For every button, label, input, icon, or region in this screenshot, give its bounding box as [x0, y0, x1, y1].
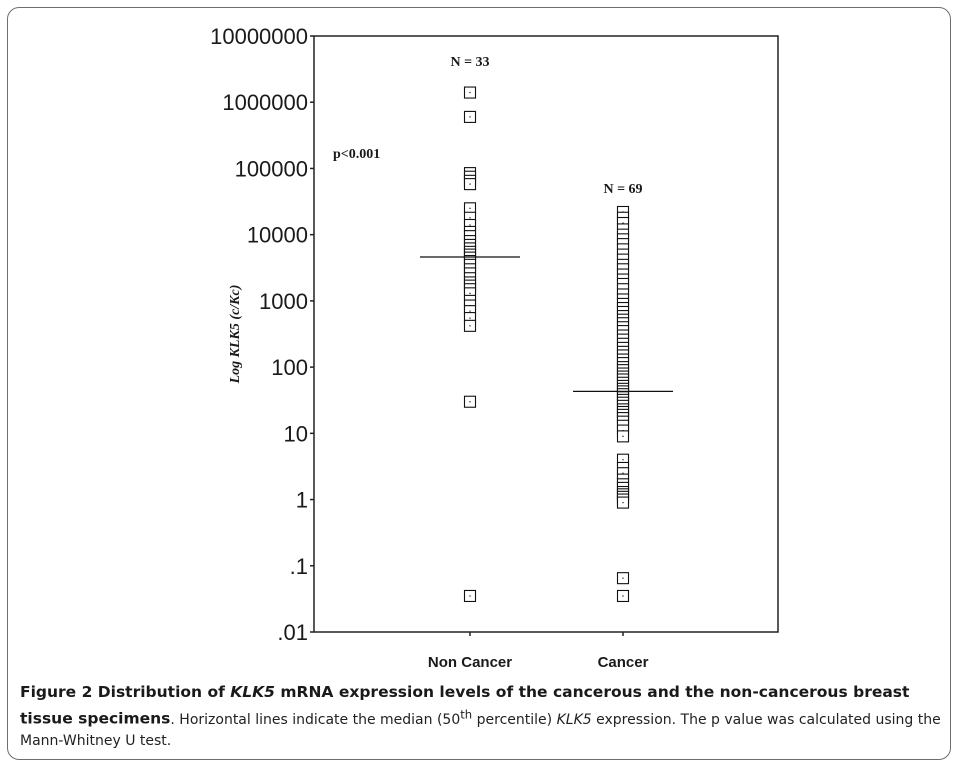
data-point — [463, 589, 477, 603]
figure-caption: Figure 2 Distribution of KLK5 mRNA expre… — [20, 682, 945, 752]
figure-frame — [7, 7, 951, 760]
plot-border — [313, 35, 779, 633]
y-tick-label: 10000000 — [210, 24, 308, 49]
data-point — [463, 319, 477, 332]
data-point — [616, 589, 630, 603]
chart-axes — [313, 35, 779, 636]
x-category-label: Non Cancer — [428, 654, 512, 671]
n-count-label: N = 33 — [450, 55, 489, 70]
chart-labels: Non Cancer Cancer N = 33 N = 69 p<0.001 Log K… — [228, 55, 649, 671]
y-ticks: 10000000 1000000 100000 10000 1000 100 10 1 .1 .0… — [210, 24, 314, 645]
y-tick-label: 1000 — [259, 289, 308, 314]
y-tick-label: 10000 — [247, 223, 308, 248]
caption-title: Figure 2 Distribution of KLK5 mRNA expre… — [20, 683, 910, 728]
y-tick-label: 1 — [296, 488, 308, 513]
x-category-label: Cancer — [598, 654, 649, 671]
data-points — [463, 86, 630, 603]
data-point — [463, 178, 477, 191]
y-tick-label: 100 — [271, 355, 308, 380]
y-tick-label: 10 — [284, 421, 308, 446]
caption-label: Figure 2 — [20, 683, 93, 701]
data-point — [616, 572, 630, 585]
data-point — [616, 496, 630, 509]
data-point — [463, 86, 477, 99]
data-point — [463, 395, 477, 408]
n-count-label: N = 69 — [603, 182, 642, 197]
y-tick-label: .1 — [290, 554, 308, 579]
y-tick-label: 1000000 — [222, 90, 308, 115]
y-tick-label: 100000 — [235, 156, 308, 181]
y-tick-label: .01 — [277, 620, 308, 645]
scatter-chart: 10000000 1000000 100000 10000 1000 100 10 1 .1 .0… — [210, 24, 779, 671]
median-lines — [420, 256, 673, 392]
p-value-annotation: p<0.001 — [333, 147, 380, 162]
data-point — [463, 110, 477, 123]
data-point — [616, 430, 630, 443]
caption-text: . Horizontal lines indicate the median (… — [20, 707, 941, 749]
y-axis-label: Log KLK5 (c/Kc) — [228, 285, 243, 385]
